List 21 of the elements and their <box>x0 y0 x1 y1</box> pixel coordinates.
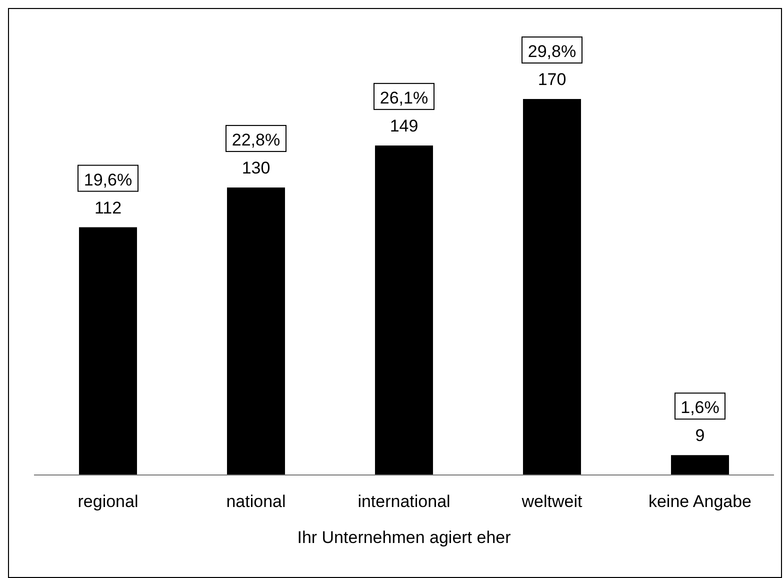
data-label: 112 <box>94 198 122 218</box>
annotation: 19,6% <box>84 170 132 190</box>
data-label: 9 <box>695 426 705 446</box>
x-tick-label: weltweit <box>520 492 583 512</box>
bar <box>523 99 581 475</box>
annotation: 29,8% <box>528 42 576 61</box>
bar <box>671 455 729 475</box>
x-axis-title: Ihr Unternehmen agiert eher <box>297 528 512 547</box>
annotation: 26,1% <box>380 88 428 108</box>
x-tick-label: regional <box>78 492 138 512</box>
annotation: 1,6% <box>680 398 720 418</box>
annotation: 22,8% <box>232 130 280 150</box>
data-label: 149 <box>390 116 418 136</box>
x-tick-label: keine Angabe <box>648 492 752 512</box>
data-label: 130 <box>242 158 270 178</box>
x-tick-label: national <box>226 492 286 512</box>
bar <box>79 227 137 475</box>
x-tick-label: international <box>358 492 450 512</box>
data-label: 170 <box>538 70 566 89</box>
bar <box>375 145 433 475</box>
bar <box>227 187 285 475</box>
